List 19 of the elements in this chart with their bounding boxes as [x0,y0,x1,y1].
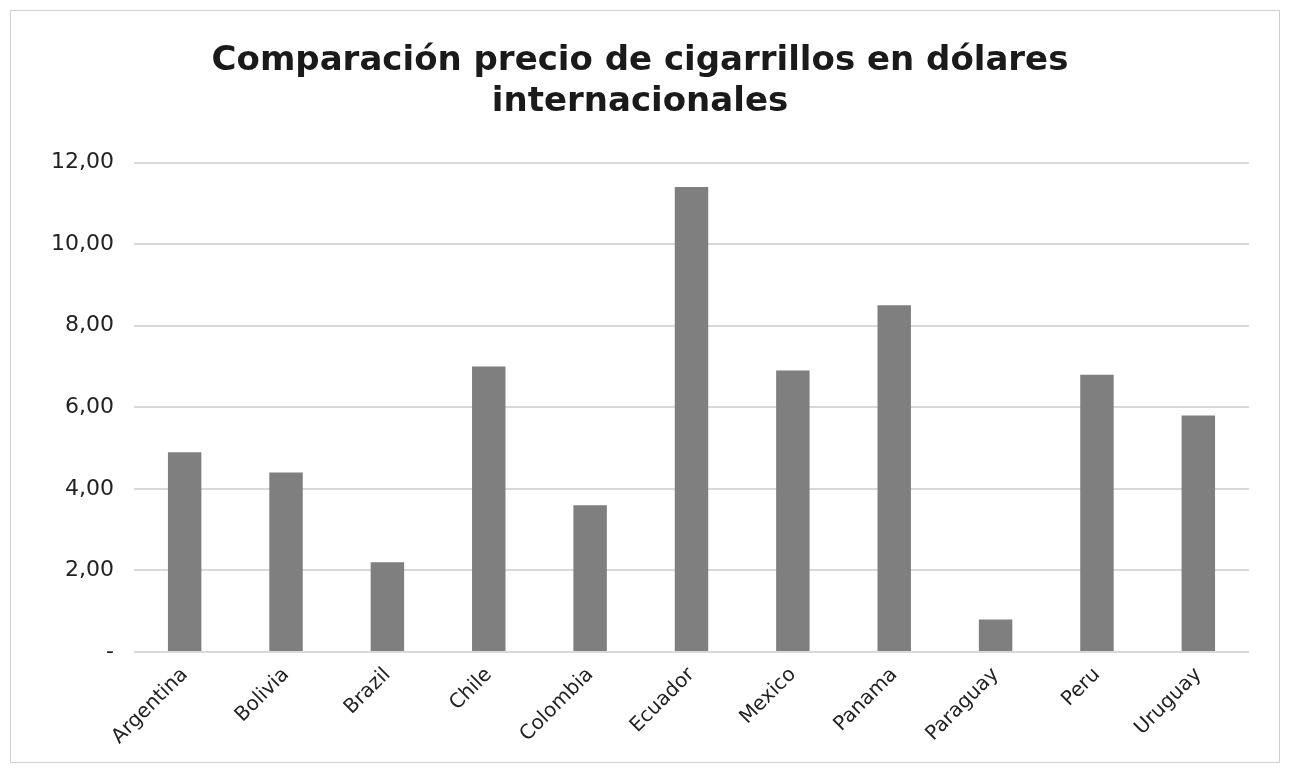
bar [167,452,202,652]
y-tick-label: - [106,637,114,663]
bar [370,562,405,652]
y-tick-label: 2,00 [65,556,114,582]
y-tick-label: 10,00 [51,229,114,255]
y-tick-label: 6,00 [65,393,114,419]
bar [674,187,709,652]
y-tick-label: 4,00 [65,474,114,500]
bar [776,370,810,652]
bar [1080,374,1114,652]
bar [472,366,506,652]
chart-title: Comparación precio de cigarrillos en dólares internacionales [211,38,1069,120]
bar [978,619,1013,652]
y-tick-label: 12,00 [51,148,114,174]
bar [877,305,911,652]
y-tick-label: 8,00 [65,311,114,337]
bar [573,505,607,652]
bar [1181,415,1216,652]
bar [269,472,303,652]
